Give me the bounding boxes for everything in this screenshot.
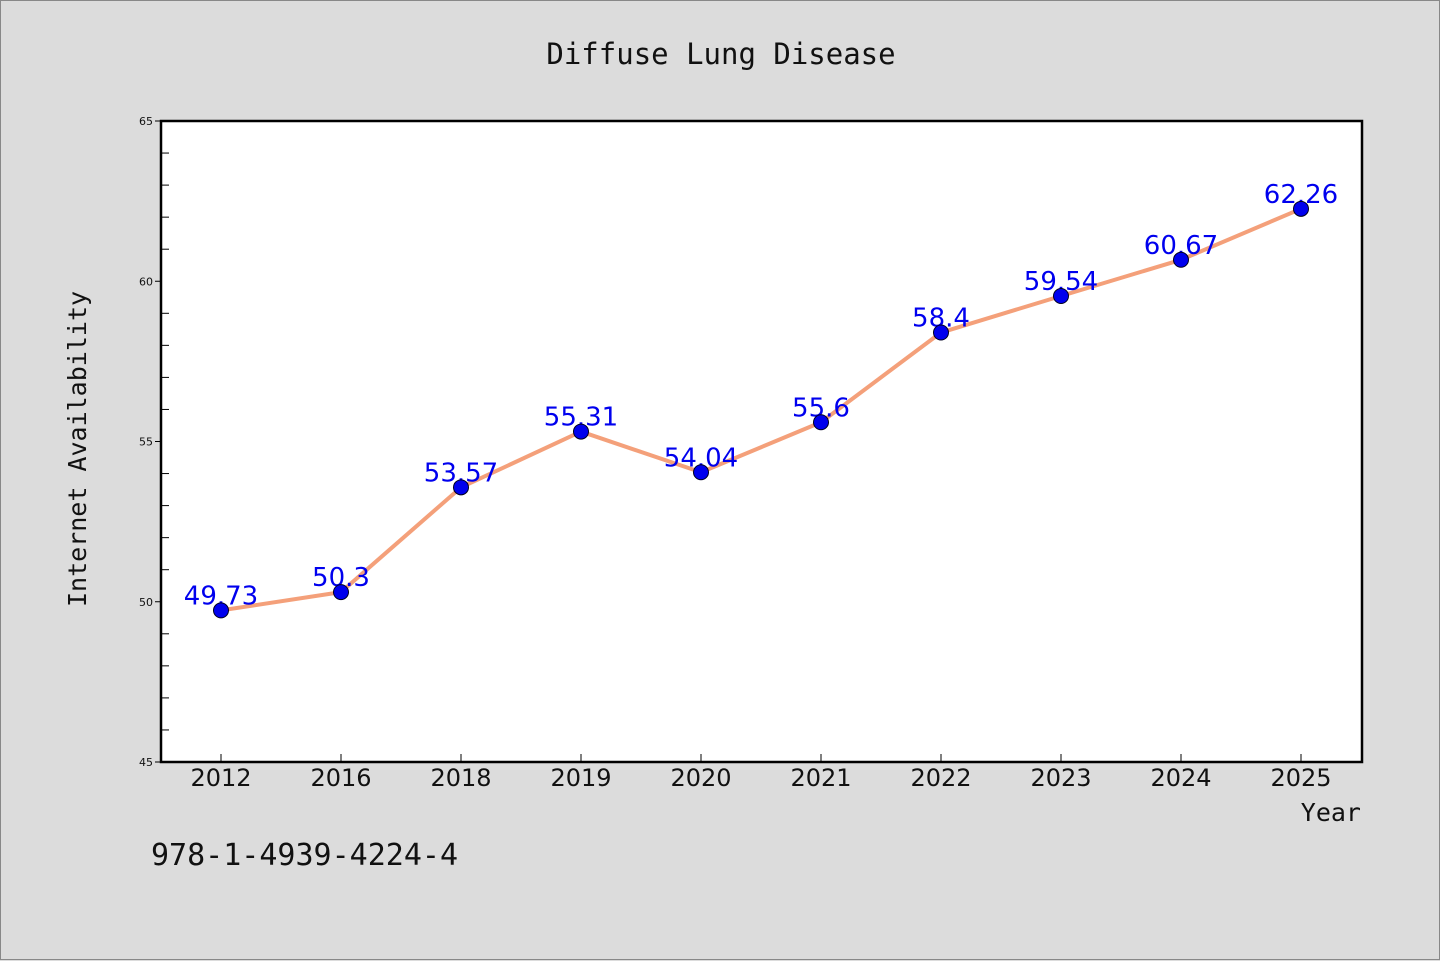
x-tick-label: 2020 xyxy=(670,764,731,792)
x-tick-label: 2024 xyxy=(1150,764,1211,792)
data-point xyxy=(573,423,589,440)
series-layer: 49.7350.353.5755.3154.0455.658.459.5460.… xyxy=(184,180,1338,619)
data-point xyxy=(693,464,709,481)
series-line xyxy=(220,206,1302,613)
data-point xyxy=(1293,200,1309,217)
x-tick-label: 2021 xyxy=(790,764,851,792)
x-tick-label: 2022 xyxy=(910,764,971,792)
x-tick-label: 2019 xyxy=(550,764,611,792)
data-point xyxy=(933,324,949,341)
x-axis: 2012 2016 2018 2019 2020 2021 2022 2023 2024 2025 xyxy=(190,754,1332,792)
data-point xyxy=(1173,251,1189,268)
x-tick-label: 2025 xyxy=(1270,764,1331,792)
plot-area xyxy=(159,119,1364,764)
x-axis-label: Year xyxy=(1301,798,1361,827)
x-tick-label: 2016 xyxy=(310,764,371,792)
y-tick-label: 65 xyxy=(139,115,153,128)
data-point xyxy=(453,479,469,496)
y-tick-label: 45 xyxy=(139,756,153,769)
data-point xyxy=(213,602,229,619)
data-point xyxy=(813,414,829,431)
isbn-annotation: 978-1-4939-4224-4 xyxy=(151,838,458,873)
data-point xyxy=(333,584,349,601)
x-tick-label: 2012 xyxy=(190,764,251,792)
chart-title: Diffuse Lung Disease xyxy=(546,37,895,71)
y-tick-label: 55 xyxy=(139,436,153,449)
y-tick-label: 50 xyxy=(139,596,153,609)
y-axis-label: Internet Availability xyxy=(63,291,92,607)
data-point xyxy=(1053,287,1069,304)
x-tick-label: 2018 xyxy=(430,764,491,792)
x-tick-label: 2023 xyxy=(1030,764,1091,792)
y-tick-label: 60 xyxy=(139,275,153,288)
y-axis: 45 50 55 60 65 xyxy=(139,115,169,769)
